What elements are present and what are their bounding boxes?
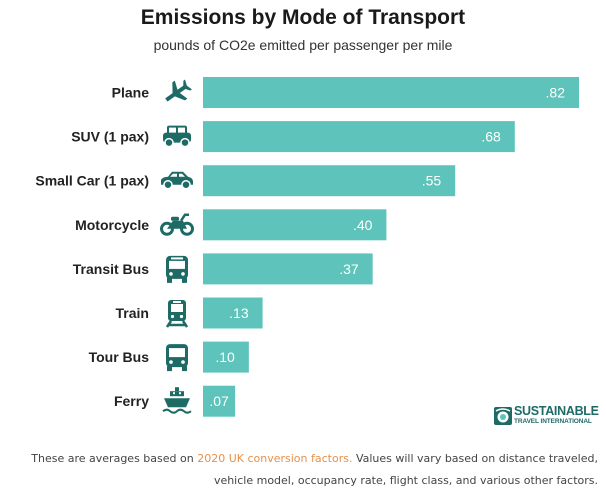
chart-subtitle: pounds of CO2e emitted per passenger per…	[153, 37, 453, 53]
footnote-text-continued: Values will vary based on distance trave…	[352, 452, 598, 465]
chart-title: Emissions by Mode of Transport	[140, 6, 466, 29]
category-label: Plane	[112, 85, 150, 101]
bar-row: Train .13	[116, 297, 263, 329]
bar-row: Motorcycle .40	[75, 209, 387, 241]
bar	[203, 341, 249, 373]
category-label: Ferry	[114, 393, 149, 409]
value-label: .37	[339, 261, 359, 277]
motorcycle-icon	[160, 213, 194, 236]
value-label: .68	[481, 129, 501, 145]
bar-row: Small Car (1 pax) .55	[35, 165, 456, 197]
logo-text-main: SUSTAINABLE	[514, 404, 599, 418]
bar	[203, 121, 515, 153]
bar-row: Ferry .07	[114, 385, 236, 417]
small-car-icon	[161, 171, 193, 190]
value-label: .13	[229, 305, 249, 321]
category-label: Transit Bus	[73, 261, 149, 277]
value-label: .82	[546, 85, 566, 101]
category-label: Motorcycle	[75, 217, 149, 233]
train-icon	[165, 300, 189, 328]
ferry-icon	[162, 387, 192, 414]
sustainable-travel-logo: SUSTAINABLE TRAVEL INTERNATIONAL	[494, 404, 604, 428]
suv-icon	[163, 125, 191, 148]
value-label: .10	[215, 349, 235, 365]
bar	[203, 209, 387, 241]
bar	[203, 77, 579, 108]
plane-icon	[165, 79, 192, 102]
footnote-line-1: These are averages based on 2020 UK conv…	[31, 452, 598, 465]
category-label: Tour Bus	[89, 349, 150, 365]
bar-row: Transit Bus .37	[73, 253, 373, 285]
category-label: Small Car (1 pax)	[35, 173, 149, 189]
conversion-factors-link[interactable]: 2020 UK conversion factors.	[197, 452, 353, 465]
value-label: .55	[422, 173, 442, 189]
logo-text-sub: TRAVEL INTERNATIONAL	[514, 418, 592, 425]
category-label: SUV (1 pax)	[71, 129, 149, 145]
bar-row: Plane .82	[112, 77, 579, 108]
bar	[203, 385, 236, 417]
transit-bus-icon	[166, 255, 188, 283]
tour-bus-icon	[166, 344, 188, 372]
value-label: .07	[209, 393, 229, 409]
logo-icon	[494, 407, 512, 425]
bar	[203, 165, 456, 197]
bar	[203, 297, 263, 329]
bar-row: SUV (1 pax) .68	[71, 121, 515, 153]
bar-row: Tour Bus .10	[89, 341, 249, 373]
value-label: .40	[353, 217, 373, 233]
bar	[203, 253, 373, 285]
footnote-text: These are averages based on	[31, 452, 198, 465]
category-label: Train	[116, 305, 149, 321]
footnote-line-2: vehicle model, occupancy rate, flight cl…	[213, 474, 598, 487]
bar-chart: Plane .82 SUV (1 pax) .68 Small Car (1 pax).…	[35, 77, 579, 417]
